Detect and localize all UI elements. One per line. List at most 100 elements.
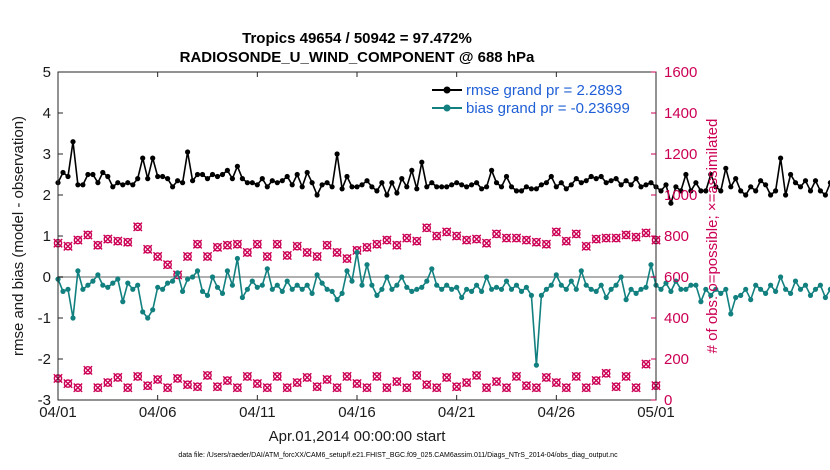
obs-count-marker xyxy=(531,383,542,393)
bias-series-point xyxy=(788,290,794,296)
bias-series-point xyxy=(259,282,265,288)
rmse-series-point xyxy=(334,151,340,157)
obs-assimilated-marker xyxy=(83,365,93,375)
obs-assimilated-marker xyxy=(422,223,432,233)
bias-series-point xyxy=(613,282,619,288)
bias-series-point xyxy=(429,266,435,272)
obs-assimilated-marker xyxy=(581,383,591,393)
obs-possible-marker xyxy=(611,233,621,243)
bias-series-point xyxy=(239,294,245,301)
obs-assimilated-marker xyxy=(143,380,153,391)
bias-series-point xyxy=(783,286,789,292)
obs-count-marker xyxy=(352,378,362,389)
bias-series-point xyxy=(513,282,520,288)
bias-series-point xyxy=(553,272,559,278)
obs-count-marker xyxy=(262,251,272,262)
bias-series-point xyxy=(160,286,166,292)
obs-count-marker xyxy=(432,231,442,241)
obs-possible-marker xyxy=(601,369,611,378)
rmse-series-point xyxy=(778,155,784,161)
obs-possible-marker xyxy=(63,241,73,251)
obs-possible-marker xyxy=(382,235,392,245)
obs-count-marker xyxy=(212,242,223,252)
obs-possible-marker xyxy=(382,383,392,393)
obs-possible-marker xyxy=(571,229,581,239)
obs-possible-marker xyxy=(562,383,571,393)
obs-count-marker xyxy=(133,371,143,382)
obs-possible-marker xyxy=(332,383,342,393)
obs-assimilated-marker xyxy=(442,227,452,237)
bias-series-point xyxy=(155,284,161,290)
bias-series-point xyxy=(135,282,141,288)
obs-possible-marker xyxy=(153,375,162,384)
rmse-series-point xyxy=(199,171,206,178)
rmse-series-point xyxy=(65,173,71,180)
legend: rmse grand pr = 2.2893 bias grand pr = -… xyxy=(432,82,630,117)
legend-bias-marker xyxy=(443,104,451,112)
obs-count-marker xyxy=(292,377,302,388)
rmse-series-point xyxy=(668,200,674,206)
obs-assimilated-marker xyxy=(382,383,392,393)
obs-possible-marker xyxy=(83,230,93,240)
obs-assimilated-marker xyxy=(611,233,621,243)
bias-series-point xyxy=(738,292,744,298)
rmse-series-point xyxy=(324,180,330,186)
obs-count-marker xyxy=(471,370,482,381)
rmse-series-point xyxy=(489,167,495,173)
rmse-series-point xyxy=(234,163,240,169)
obs-assimilated-marker xyxy=(123,383,133,393)
rmse-series-point xyxy=(339,186,345,192)
bias-series-point xyxy=(110,280,116,286)
obs-assimilated-marker xyxy=(451,231,462,241)
obs-possible-marker xyxy=(233,383,242,393)
rmse-series-point xyxy=(748,184,754,190)
obs-count-marker xyxy=(442,227,452,237)
obs-count-marker xyxy=(252,378,263,389)
rmse-series-point xyxy=(718,188,724,194)
obs-assimilated-marker xyxy=(222,375,233,386)
obs-possible-marker xyxy=(103,378,113,387)
obs-count-marker xyxy=(631,383,641,393)
obs-count-marker xyxy=(162,260,173,270)
bias-series-point xyxy=(115,276,121,282)
rmse-series-point xyxy=(693,180,699,186)
rmse-series-point xyxy=(484,184,490,190)
rmse-series-point xyxy=(170,184,176,190)
rmse-series-point xyxy=(753,188,759,194)
obs-count-marker xyxy=(422,379,432,390)
obs-assimilated-marker xyxy=(63,241,73,251)
y-right-tick-label: 200 xyxy=(664,351,689,368)
obs-possible-marker xyxy=(372,239,382,249)
obs-assimilated-marker xyxy=(212,242,223,252)
rmse-series-point xyxy=(797,184,804,190)
obs-possible-marker xyxy=(552,227,561,237)
rmse-series-point xyxy=(344,173,350,180)
obs-assimilated-marker xyxy=(422,379,432,390)
obs-possible-marker xyxy=(402,383,412,393)
bias-series-point xyxy=(484,274,490,280)
rmse-series-point xyxy=(733,176,739,182)
obs-count-marker xyxy=(541,372,552,383)
obs-possible-marker xyxy=(113,373,123,382)
obs-assimilated-marker xyxy=(631,383,641,393)
obs-count-marker xyxy=(83,365,93,375)
obs-count-marker xyxy=(302,247,312,258)
obs-possible-marker xyxy=(452,382,461,391)
rmse-series-point xyxy=(140,155,146,161)
bias-series-point xyxy=(359,282,365,288)
bias-series-point xyxy=(678,286,684,292)
obs-count-marker xyxy=(521,380,532,391)
bias-series-point xyxy=(812,286,819,292)
obs-count-marker xyxy=(631,232,641,242)
bias-series-point xyxy=(778,274,784,280)
bias-series-point xyxy=(254,284,260,290)
rmse-series-point xyxy=(359,182,365,188)
rmse-series-point xyxy=(698,188,704,194)
obs-possible-marker xyxy=(631,232,641,242)
obs-assimilated-marker xyxy=(631,232,641,242)
obs-count-marker xyxy=(611,381,621,392)
obs-assimilated-marker xyxy=(511,371,522,382)
obs-count-marker xyxy=(123,237,133,247)
obs-assimilated-marker xyxy=(182,251,193,262)
rmse-series-point xyxy=(120,182,126,188)
